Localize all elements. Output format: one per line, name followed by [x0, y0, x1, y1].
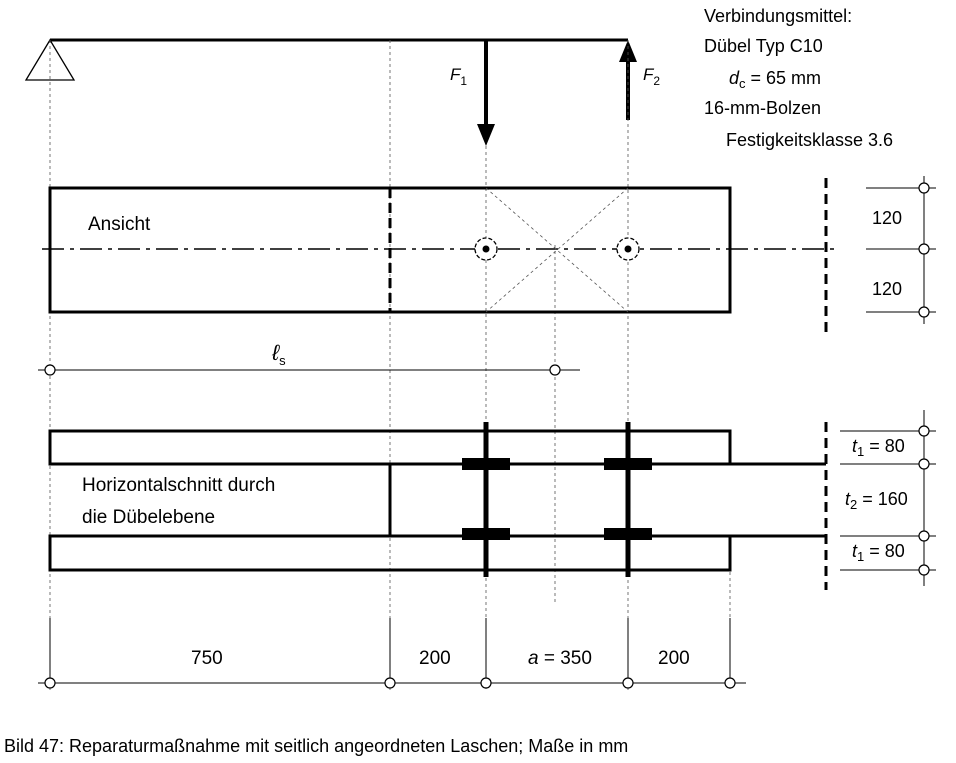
fastener-notes: Verbindungsmittel: Dübel Typ C10 dc = 65… — [704, 6, 893, 150]
ls-label: ℓs — [271, 340, 286, 368]
elevation-label: Ansicht — [88, 214, 151, 235]
force-f1-label: F1 — [450, 65, 467, 88]
bottom-dimension-chain: 750 200 a = 350 200 — [38, 618, 746, 689]
dim-t1-bottom: t1 = 80 — [852, 541, 905, 564]
projection-lines — [49, 40, 731, 690]
force-f1-arrow — [477, 40, 495, 146]
force-f2-label: F2 — [643, 65, 660, 88]
ls-dimension: ℓs — [38, 340, 580, 376]
notes-bolt: 16-mm-Bolzen — [704, 98, 821, 118]
section-label-line1: Horizontalschnitt durch — [82, 475, 275, 496]
dim-lower-half: 120 — [872, 279, 902, 299]
figure-caption: Bild 47: Reparaturmaßnahme mit seitlich … — [4, 736, 628, 756]
notes-strength-class: Festigkeitsklasse 3.6 — [726, 130, 893, 150]
section-label-line2: die Dübelebene — [82, 507, 215, 528]
thickness-dims: t1 = 80 t2 = 160 t1 = 80 — [840, 410, 936, 586]
dim-a-350: a = 350 — [528, 648, 592, 669]
dim-750: 750 — [191, 648, 223, 669]
elevation-height-dims: 120 120 — [866, 176, 936, 324]
bolt-2 — [604, 422, 652, 577]
notes-heading: Verbindungsmittel: — [704, 6, 852, 26]
notes-dowel-type: Dübel Typ C10 — [704, 36, 823, 56]
notes-dowel-diameter: dc = 65 mm — [729, 68, 821, 91]
dowel-symbol-2 — [616, 237, 640, 261]
bolt-1 — [462, 422, 510, 577]
dim-200-left: 200 — [419, 648, 451, 669]
elevation-view: Ansicht — [42, 178, 834, 332]
dim-upper-half: 120 — [872, 208, 902, 228]
dim-t2: t2 = 160 — [845, 489, 908, 512]
dim-200-right: 200 — [658, 648, 690, 669]
dim-t1-top: t1 = 80 — [852, 436, 905, 459]
dowel-symbol-1 — [474, 237, 498, 261]
beam-schematic — [24, 38, 628, 81]
horizontal-section: Horizontalschnitt durch die Dübelebene — [48, 422, 828, 590]
